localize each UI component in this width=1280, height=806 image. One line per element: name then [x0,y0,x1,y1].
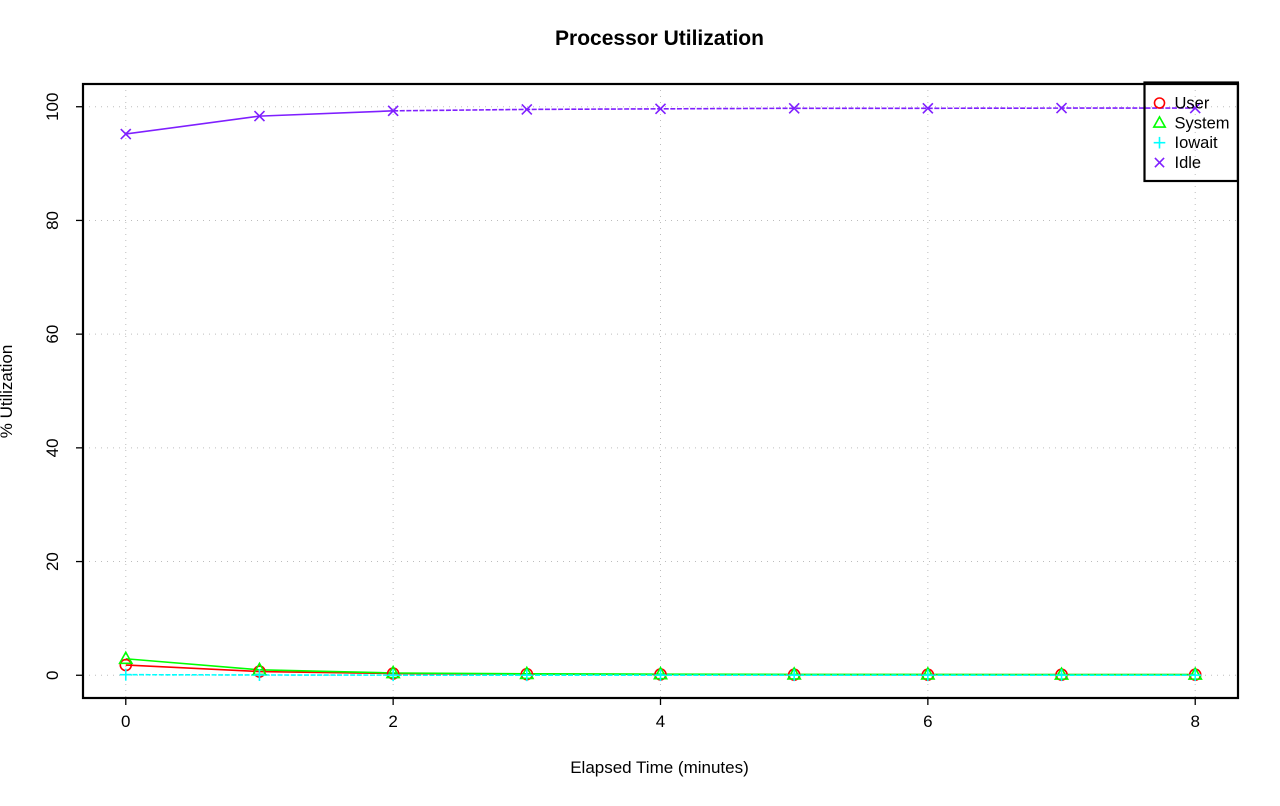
svg-text:Processor Utilization: Processor Utilization [555,27,764,50]
svg-text:Idle: Idle [1175,154,1202,172]
svg-text:80: 80 [43,211,62,230]
svg-text:8: 8 [1190,712,1199,731]
svg-text:6: 6 [923,712,932,731]
svg-text:User: User [1175,95,1210,113]
svg-text:0: 0 [121,712,130,731]
svg-text:System: System [1175,114,1230,132]
svg-text:20: 20 [43,552,62,571]
svg-text:0: 0 [43,671,62,680]
svg-text:Iowait: Iowait [1175,134,1219,152]
svg-text:100: 100 [43,93,62,121]
svg-text:Elapsed Time (minutes): Elapsed Time (minutes) [570,758,749,777]
svg-text:40: 40 [43,438,62,457]
svg-text:60: 60 [43,325,62,344]
svg-text:2: 2 [388,712,397,731]
svg-text:4: 4 [656,712,665,731]
svg-text:% Utilization: % Utilization [0,345,16,439]
